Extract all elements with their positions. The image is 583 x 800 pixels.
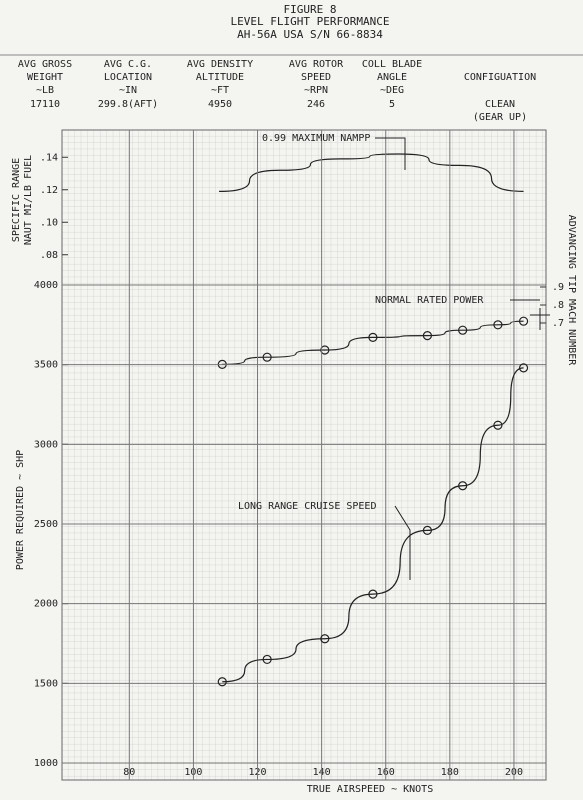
y-tick-label: .14 xyxy=(40,152,58,163)
data-point xyxy=(217,677,227,687)
figure-title: LEVEL FLIGHT PERFORMANCE xyxy=(231,15,390,28)
y-tick-label: 4000 xyxy=(34,280,58,291)
column-label: ~DEG xyxy=(380,85,404,96)
data-point xyxy=(320,345,330,355)
y2-tick-label: .9 xyxy=(552,282,564,293)
column-value: (GEAR UP) xyxy=(473,112,527,123)
column-label: ~FT xyxy=(211,85,229,96)
data-point xyxy=(320,634,330,644)
data-point xyxy=(422,331,433,341)
y-tick-label: 1500 xyxy=(34,678,58,689)
data-point xyxy=(368,332,378,342)
leader xyxy=(510,299,550,330)
data-point xyxy=(422,525,433,535)
data-point xyxy=(368,589,378,599)
y-axis-title: SPECIFIC RANGE xyxy=(11,158,22,242)
data-point xyxy=(458,481,468,491)
column-label: ANGLE xyxy=(377,72,407,83)
column-label: AVG DENSITY xyxy=(187,59,253,70)
leader xyxy=(394,505,411,580)
column-label: ~IN xyxy=(119,85,137,96)
figure-number: FIGURE 8 xyxy=(284,3,337,16)
column-label: AVG GROSS xyxy=(18,59,72,70)
column-label: WEIGHT xyxy=(27,72,63,83)
column-label: AVG ROTOR xyxy=(289,59,344,70)
leader xyxy=(375,137,406,170)
figure-subtitle: AH-56A USA S/N 66-8834 xyxy=(237,28,383,41)
data-point xyxy=(493,420,503,430)
y-tick-label: 3500 xyxy=(34,360,58,371)
y-tick-label: .10 xyxy=(40,217,58,228)
y-tick-label: .12 xyxy=(40,185,58,196)
column-label: ~RPN xyxy=(304,85,328,96)
data-point xyxy=(262,654,272,665)
y-axis-title: POWER REQUIRED ~ SHP xyxy=(15,450,26,570)
y-axis-title: NAUT MI/LB FUEL xyxy=(23,155,34,245)
column-value: CLEAN xyxy=(485,99,515,110)
y-tick-label: 1000 xyxy=(34,758,58,769)
column-label: COLL BLADE xyxy=(362,59,422,70)
column-value: 17110 xyxy=(30,99,60,110)
column-label: LOCATION xyxy=(104,72,152,83)
column-value: 4950 xyxy=(208,99,232,110)
y2-tick-label: .7 xyxy=(552,318,564,329)
data-point xyxy=(493,320,503,330)
x-axis-title: TRUE AIRSPEED ~ KNOTS xyxy=(307,784,433,795)
column-label: ALTITUDE xyxy=(196,72,244,83)
data-point xyxy=(458,325,468,335)
y2-tick-label: .8 xyxy=(552,300,564,311)
data-line xyxy=(219,153,524,192)
y-tick-label: 2000 xyxy=(34,599,58,610)
y-tick-label: 2500 xyxy=(34,519,58,530)
column-label: CONFIGUATION xyxy=(464,72,536,83)
y-tick-label: .08 xyxy=(40,250,58,261)
y-tick-label: 3000 xyxy=(34,439,58,450)
data-line xyxy=(222,320,524,365)
data-point xyxy=(518,363,529,373)
column-label: AVG C.G. xyxy=(104,59,152,70)
y2-axis-title: ADVANCING TIP MACH NUMBER xyxy=(566,215,577,366)
graph-paper xyxy=(61,129,547,781)
annotation: NORMAL RATED POWER xyxy=(375,295,484,306)
column-value: 5 xyxy=(389,99,395,110)
column-label: ~LB xyxy=(36,85,54,96)
column-value: 299.8(AFT) xyxy=(98,99,158,110)
annotation: LONG RANGE CRUISE SPEED xyxy=(238,501,376,512)
data-point xyxy=(518,316,529,326)
data-line xyxy=(222,367,524,683)
column-value: 246 xyxy=(307,99,325,110)
data-point xyxy=(262,352,272,362)
column-label: SPEED xyxy=(301,72,331,83)
annotation: 0.99 MAXIMUM NAMPP xyxy=(262,133,370,144)
